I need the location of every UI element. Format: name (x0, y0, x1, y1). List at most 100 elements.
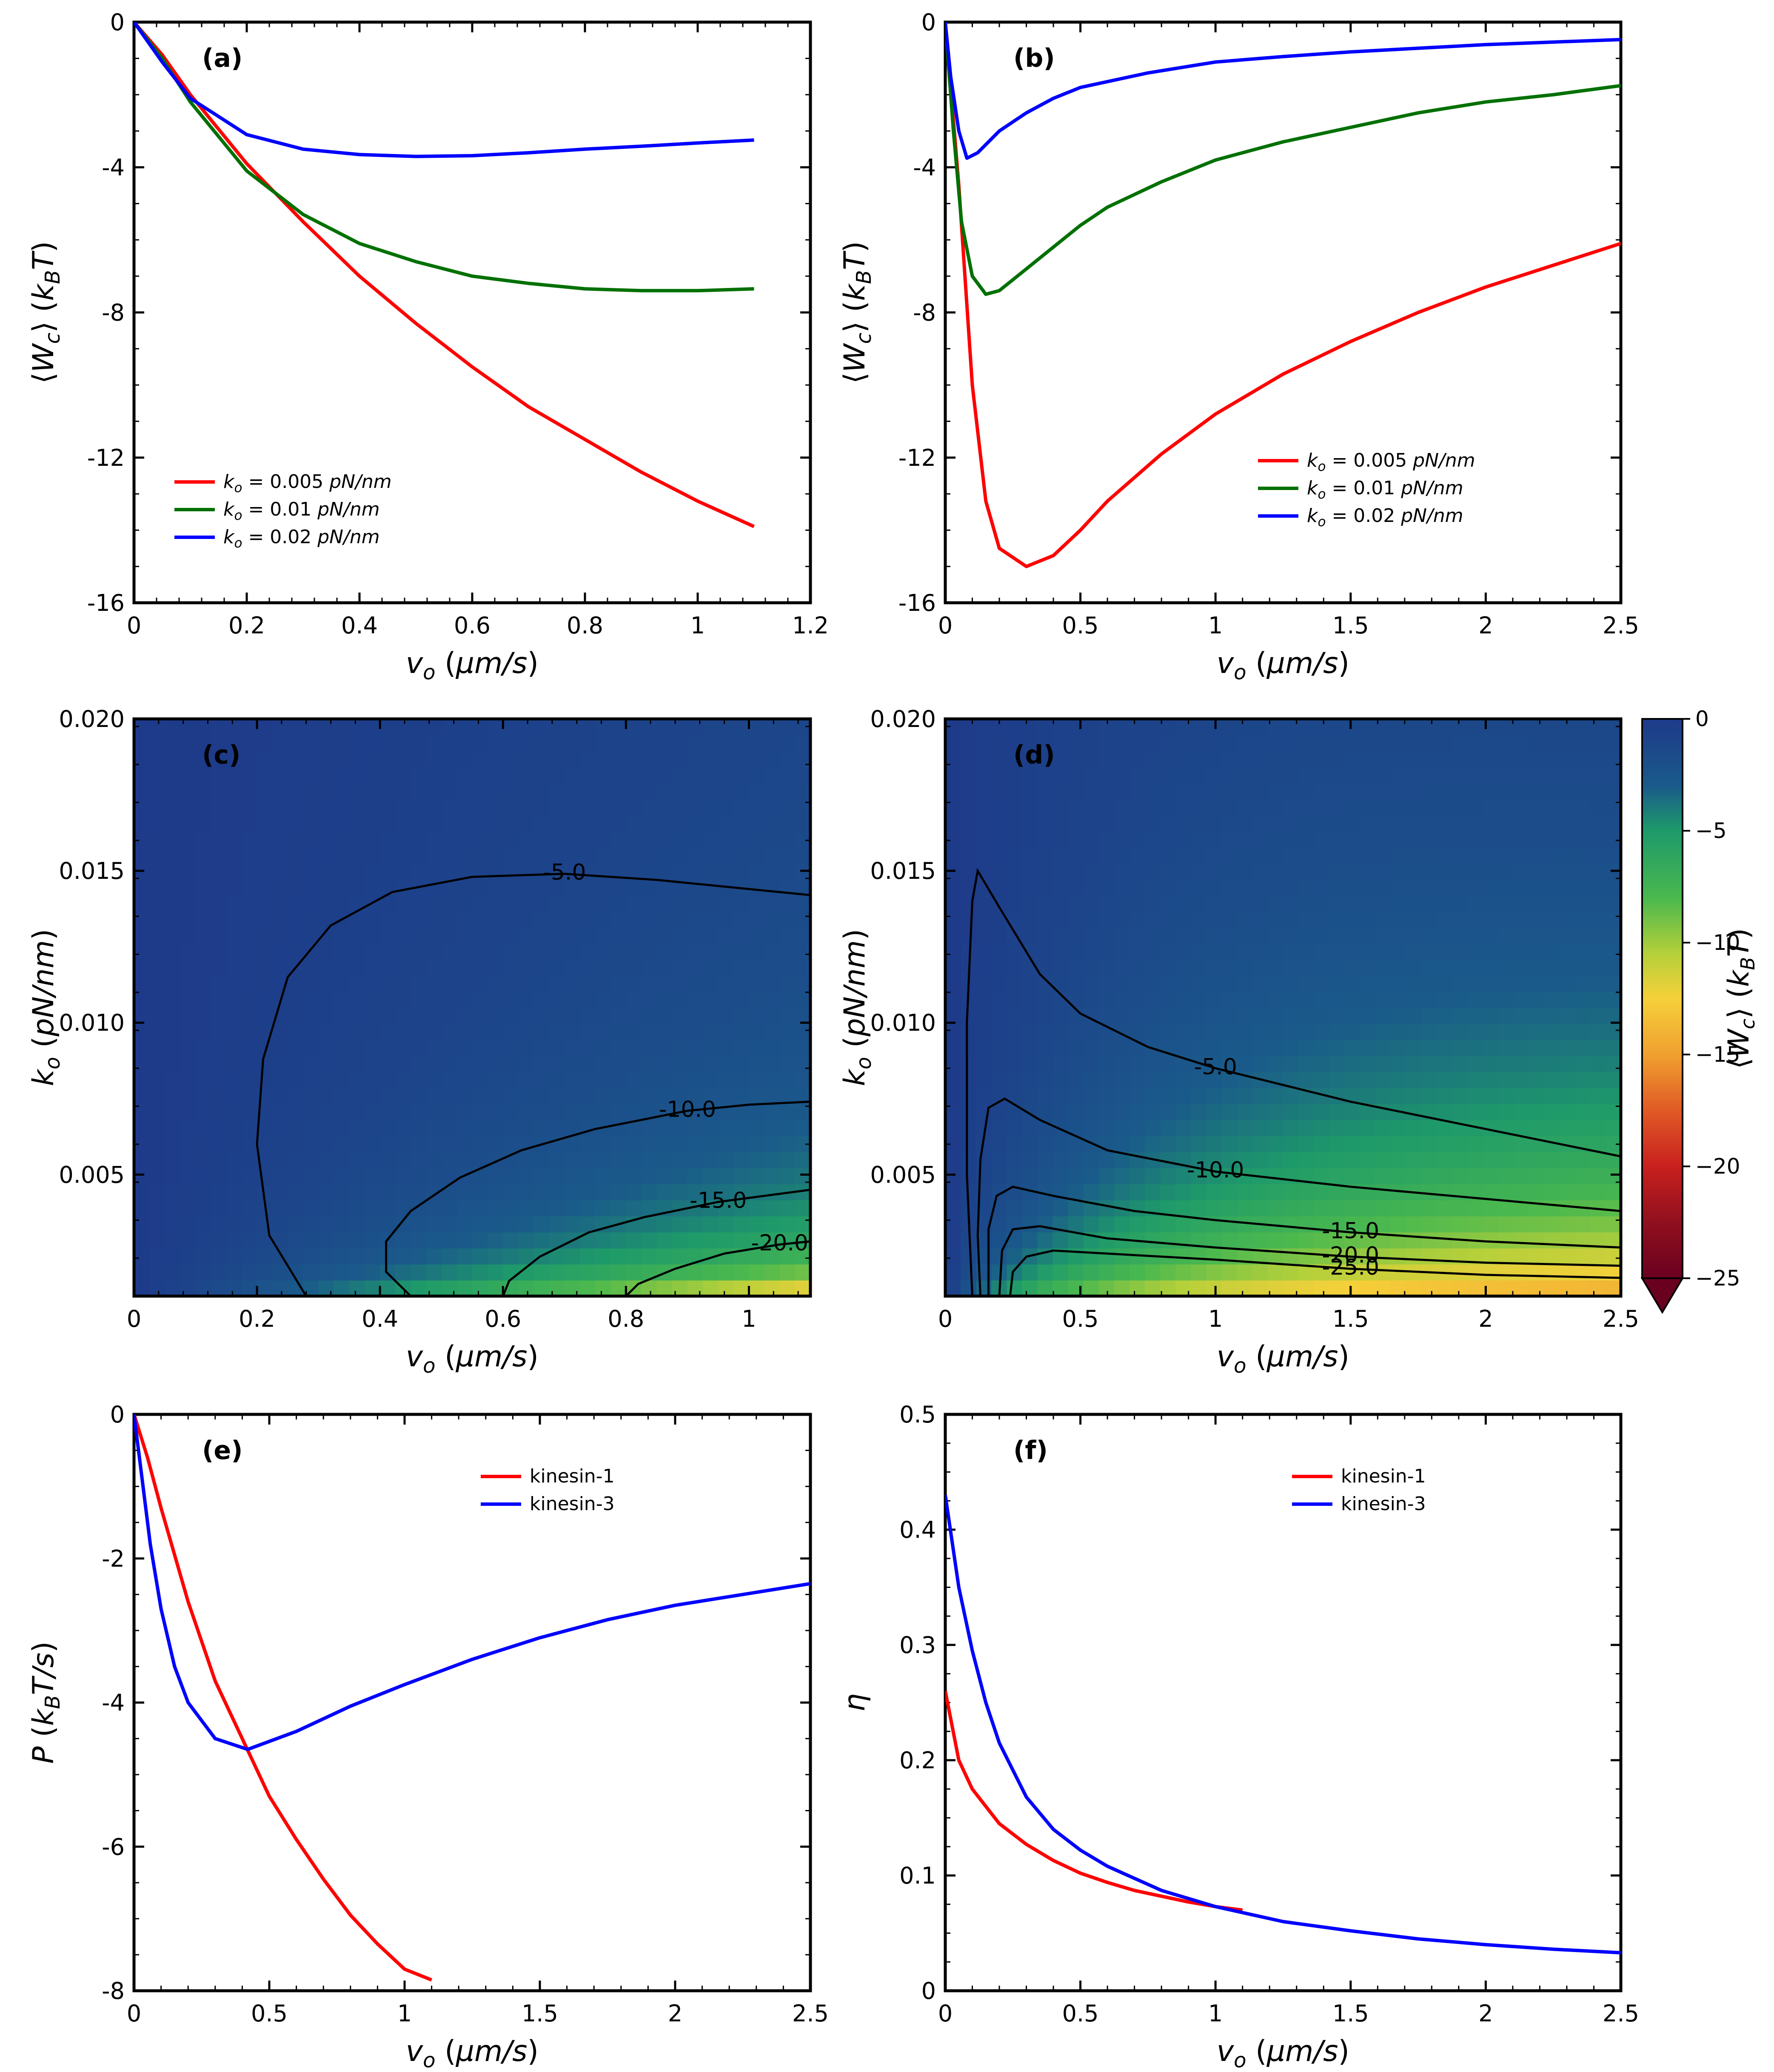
heatmap-cell (226, 1200, 242, 1217)
heatmap-cell (533, 895, 550, 912)
heatmap-cell (1344, 1232, 1360, 1248)
heatmap-cell (641, 1216, 657, 1233)
heatmap-cell (1237, 1264, 1253, 1281)
heatmap-cell (1513, 799, 1529, 816)
colorbar-label: ⟨Wc⟩ (kBT) (1722, 928, 1759, 1069)
heatmap-cell (1360, 943, 1376, 960)
heatmap-cell (549, 1120, 565, 1137)
heatmap-cell (564, 959, 580, 976)
heatmap-cell (226, 735, 242, 752)
heatmap-cell (1145, 943, 1161, 960)
heatmap-cell (1298, 991, 1315, 1008)
heatmap-cell (334, 1264, 350, 1281)
heatmap-cell (303, 1184, 319, 1200)
heatmap-cell (1544, 1023, 1560, 1040)
heatmap-cell (1283, 975, 1299, 992)
heatmap-cell (180, 1039, 196, 1056)
heatmap-cell (749, 1200, 765, 1217)
heatmap-cell (1267, 1072, 1283, 1088)
heatmap-cell (1175, 927, 1192, 944)
heatmap-cell (549, 1280, 565, 1297)
heatmap-cell (687, 1280, 703, 1297)
heatmap-cell (779, 863, 796, 880)
heatmap-cell (1237, 847, 1253, 864)
heatmap-cell (1145, 1216, 1161, 1233)
heatmap-cell (1467, 1280, 1483, 1297)
heatmap-cell (257, 943, 273, 960)
heatmap-cell (610, 927, 627, 944)
y-tick-label: -6 (102, 1833, 125, 1860)
heatmap-cell (1022, 1120, 1038, 1137)
heatmap-cell (1590, 1007, 1606, 1024)
heatmap-cell (180, 863, 196, 880)
heatmap-cell (1298, 735, 1315, 752)
heatmap-cell (1421, 879, 1437, 896)
heatmap-cell (1360, 1200, 1376, 1217)
heatmap-cell (1052, 831, 1069, 848)
heatmap-cell (1007, 799, 1023, 816)
heatmap-cell (180, 975, 196, 992)
heatmap-cell (779, 1232, 796, 1248)
heatmap-cell (1191, 1151, 1207, 1169)
heatmap-cell (795, 799, 811, 816)
heatmap-cell (626, 751, 642, 768)
heatmap-cell (1436, 1055, 1452, 1072)
heatmap-cell (1406, 831, 1422, 848)
heatmap-cell (1574, 831, 1591, 848)
heatmap-cell (380, 879, 396, 896)
heatmap-cell (195, 1264, 211, 1281)
heatmap-cell (1267, 975, 1283, 992)
x-tick-label: 0.6 (454, 612, 491, 639)
heatmap-cell (1098, 719, 1115, 735)
heatmap-cell (288, 991, 304, 1008)
heatmap-cell (503, 735, 519, 752)
heatmap-cell (1098, 1151, 1115, 1169)
heatmap-cell (1283, 751, 1299, 768)
series-line-1 (945, 1690, 1243, 1912)
heatmap-cell (564, 975, 580, 992)
heatmap-cell (149, 1248, 165, 1265)
heatmap-cell (1252, 927, 1268, 944)
heatmap-cell (456, 1248, 473, 1265)
heatmap-cell (1360, 719, 1376, 735)
heatmap-cell (703, 895, 719, 912)
heatmap-cell (1544, 1280, 1560, 1297)
heatmap-cell (718, 1264, 734, 1281)
heatmap-cell (1083, 1120, 1099, 1137)
heatmap-cell (945, 831, 961, 848)
heatmap-cell (580, 1136, 596, 1152)
heatmap-cell (288, 879, 304, 896)
heatmap-cell (1083, 815, 1099, 832)
heatmap-cell (1375, 799, 1391, 816)
heatmap-cell (349, 991, 365, 1008)
heatmap-cell (257, 783, 273, 800)
heatmap-cell (718, 1055, 734, 1072)
heatmap-cell (1375, 1039, 1391, 1056)
heatmap-cell (149, 895, 165, 912)
legend-label: kinesin-3 (530, 1493, 615, 1515)
heatmap-cell (1160, 1184, 1176, 1200)
heatmap-cell (687, 1007, 703, 1024)
heatmap-cell (1559, 991, 1575, 1008)
heatmap-cell (1452, 1039, 1468, 1056)
heatmap-cell (334, 847, 350, 864)
heatmap-cell (1267, 895, 1283, 912)
heatmap-cell (1529, 959, 1545, 976)
heatmap-cell (242, 959, 258, 976)
heatmap-cell (641, 1039, 657, 1056)
heatmap-cell (1529, 767, 1545, 784)
heatmap-cell (1191, 1200, 1207, 1217)
heatmap-cell (749, 847, 765, 864)
heatmap-cell (334, 831, 350, 848)
heatmap-cell (641, 1023, 657, 1040)
heatmap-cell (318, 1136, 334, 1152)
heatmap-cell (1252, 975, 1268, 992)
heatmap-cell (1298, 1151, 1315, 1169)
heatmap-cell (380, 1007, 396, 1024)
heatmap-cell (795, 847, 811, 864)
heatmap-cell (226, 1072, 242, 1088)
heatmap-cell (1114, 975, 1130, 992)
heatmap-cell (303, 815, 319, 832)
panel-e: 0 0.5 1 1.5 2 2.50-2-4-6-8kinesin-1kinesin-3(… (27, 1401, 829, 2072)
heatmap-cell (257, 1232, 273, 1248)
